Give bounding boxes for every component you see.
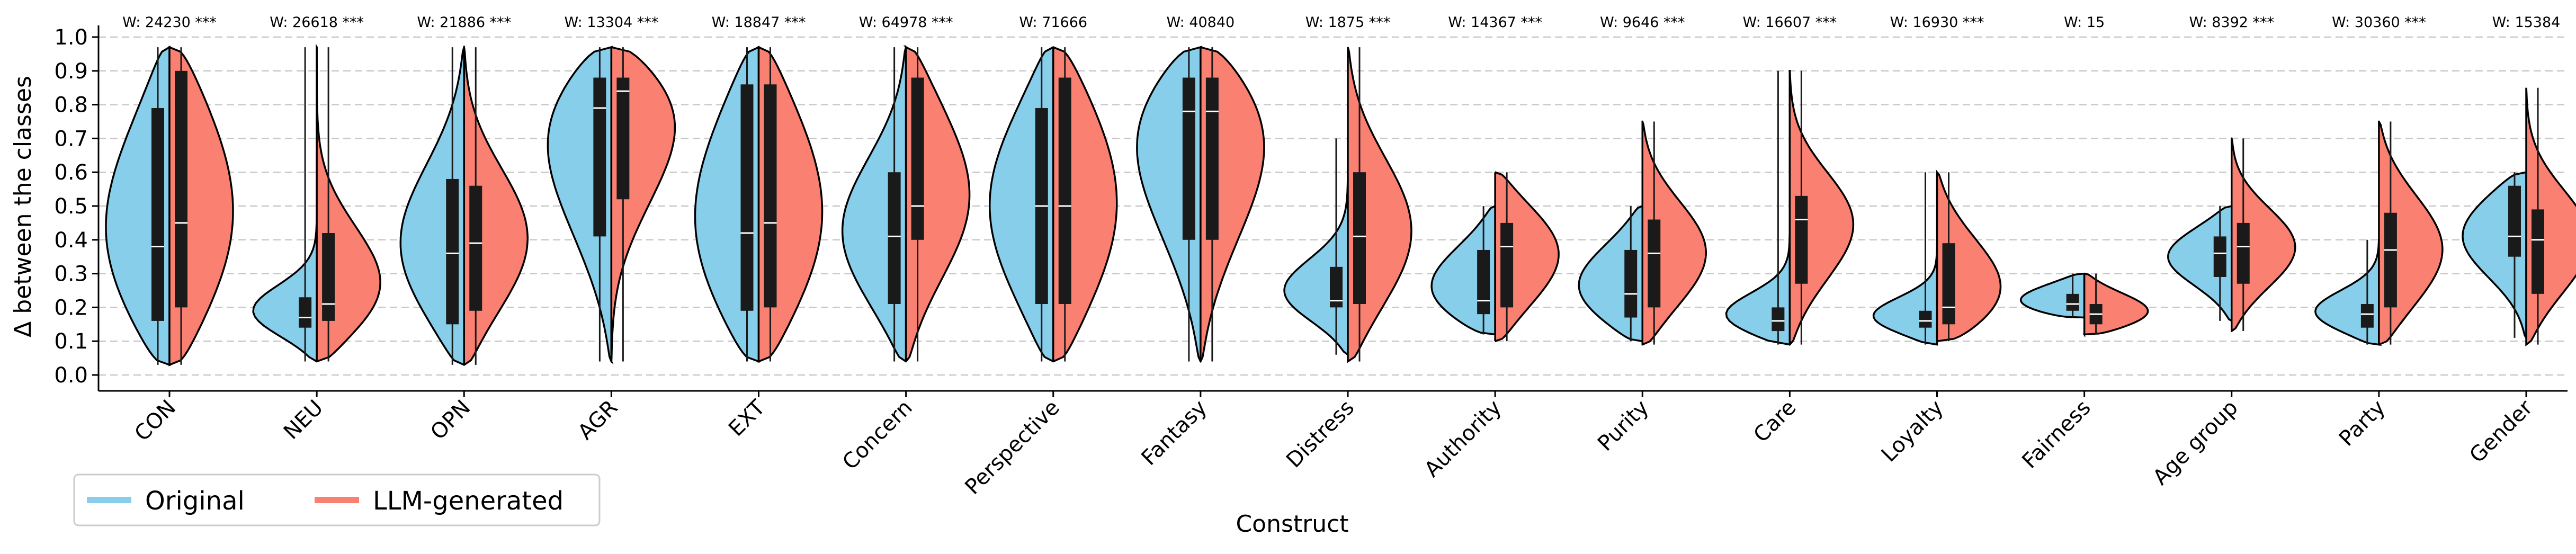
box-original <box>888 172 901 305</box>
y-tick-label: 0.6 <box>54 160 88 185</box>
y-tick-label: 0.5 <box>54 194 88 219</box>
x-axis-title: Construct <box>1236 511 1348 538</box>
box-llm <box>2384 212 2397 308</box>
annotation-w-statistic: W: 16930 *** <box>1890 14 1984 31</box>
violin-original <box>2314 239 2382 346</box>
y-tick-label: 0.0 <box>54 363 88 388</box>
y-tick-label: 0.2 <box>54 296 88 320</box>
box-llm <box>1205 77 1219 240</box>
violins <box>105 43 2576 367</box>
annotation-w-statistic: W: 21886 *** <box>417 14 511 31</box>
axes <box>97 25 2568 392</box>
box-original <box>151 108 164 321</box>
box-llm <box>616 77 630 200</box>
box-llm <box>764 84 777 308</box>
x-tick-label: Distress <box>1282 396 1359 473</box>
x-tick-label: Fairness <box>2017 396 2095 473</box>
x-tick-label: Age group <box>2148 396 2242 490</box>
legend-swatch-llm <box>315 497 359 503</box>
legend-swatch-original <box>87 497 131 503</box>
box-llm <box>1058 77 1071 305</box>
violin-original <box>2167 205 2234 323</box>
box-original <box>740 84 754 311</box>
x-tick-label: AGR <box>573 396 622 445</box>
x-tick-label: Gender <box>2465 395 2537 468</box>
box-original <box>2066 293 2079 311</box>
box-llm <box>2532 209 2544 294</box>
x-tick-label: Purity <box>1593 396 1653 456</box>
box-original <box>1624 249 1638 318</box>
y-tick-label: 0.9 <box>54 59 88 84</box>
box-llm <box>911 77 924 240</box>
box-original <box>299 297 312 328</box>
x-tick-label: Care <box>1749 396 1801 448</box>
annotation-w-statistic: W: 15384 <box>2492 14 2561 31</box>
annotation-w-statistic: W: 64978 *** <box>859 14 953 31</box>
annotation-w-statistic: W: 71666 <box>1019 14 1087 31</box>
box-original <box>2213 236 2226 277</box>
x-tick-label: NEU <box>279 396 328 444</box>
annotation-w-statistic: W: 24230 *** <box>122 14 217 31</box>
box-original <box>446 178 459 325</box>
legend: Original LLM-generated <box>73 473 601 526</box>
y-tick-label: 1.0 <box>54 25 88 50</box>
box-plots <box>151 47 2544 365</box>
y-tick-label: 0.1 <box>54 329 88 354</box>
box-llm <box>1353 172 1366 305</box>
box-original <box>1772 307 1785 332</box>
y-ticks: 0.0 0.1 0.2 0.3 0.4 0.5 0.6 0.7 0.8 0.9 1.0 <box>54 25 99 388</box>
x-tick-label: OPN <box>426 396 475 445</box>
x-tick-label: Authority <box>1420 396 1506 482</box>
annotation-w-statistic: W: 30360 *** <box>2332 14 2426 31</box>
box-original <box>2508 185 2521 257</box>
box-llm <box>1942 243 1955 325</box>
y-axis-title: Δ between the classes <box>10 76 37 337</box>
x-tick-label: Concern <box>838 396 917 475</box>
box-original <box>1182 77 1195 240</box>
box-original <box>1919 310 1932 328</box>
legend-label-original: Original <box>145 486 245 516</box>
x-tick-label: EXT <box>724 395 770 441</box>
box-llm <box>1795 195 1808 284</box>
annotation-w-statistic: W: 40840 <box>1167 14 1235 31</box>
box-original <box>593 77 606 237</box>
box-llm <box>1648 219 1661 308</box>
legend-label-llm: LLM-generated <box>373 486 564 516</box>
box-original <box>2360 304 2374 328</box>
significance-annotations: W: 24230 *** W: 26618 *** W: 21886 *** W: 1… <box>122 14 2560 31</box>
box-llm <box>2237 222 2250 284</box>
box-llm <box>322 233 335 321</box>
violin-original <box>1283 138 1349 356</box>
annotation-w-statistic: W: 16607 *** <box>1742 14 1837 31</box>
annotation-w-statistic: W: 8392 *** <box>2189 14 2274 31</box>
x-tick-label: Party <box>2334 396 2390 451</box>
y-tick-label: 0.7 <box>54 127 88 151</box>
annotation-w-statistic: W: 9646 *** <box>1600 14 1685 31</box>
box-llm <box>175 70 187 308</box>
x-tick-label: Perspective <box>960 396 1064 499</box>
annotation-w-statistic: W: 1875 *** <box>1305 14 1391 31</box>
box-llm <box>469 185 482 311</box>
annotation-w-statistic: W: 14367 *** <box>1448 14 1542 31</box>
x-tick-label: Loyalty <box>1877 396 1948 467</box>
y-tick-label: 0.8 <box>54 93 88 118</box>
y-tick-label: 0.3 <box>54 262 88 287</box>
x-tick-label: CON <box>130 396 181 446</box>
box-original <box>1477 249 1490 315</box>
y-tick-label: 0.4 <box>54 228 88 253</box>
annotation-w-statistic: W: 26618 *** <box>270 14 364 31</box>
violin-original <box>1725 70 1793 346</box>
x-tick-label: Fantasy <box>1137 396 1212 470</box>
annotation-w-statistic: W: 15 <box>2064 14 2105 31</box>
annotation-w-statistic: W: 18847 *** <box>712 14 806 31</box>
box-llm <box>1500 222 1514 308</box>
annotation-w-statistic: W: 13304 *** <box>564 14 658 31</box>
